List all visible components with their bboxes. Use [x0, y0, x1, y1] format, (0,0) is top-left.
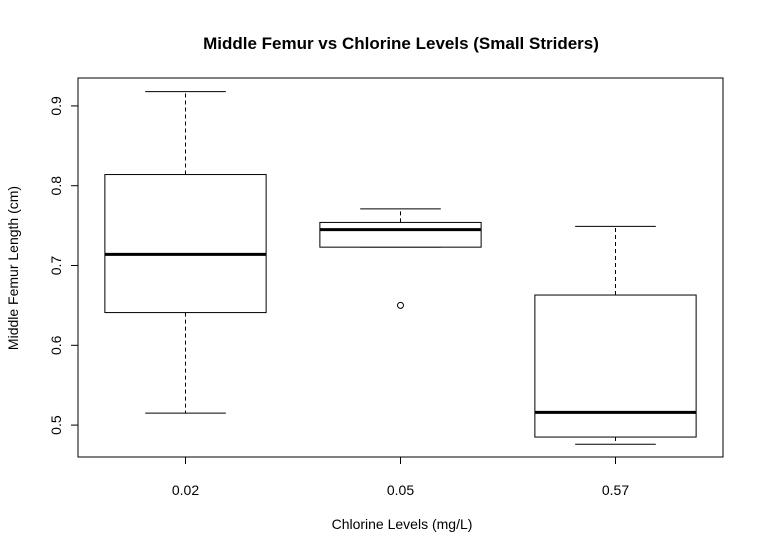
x-axis: 0.02 0.05 0.57 [172, 456, 629, 498]
outlier-point [397, 301, 404, 309]
box-0.05 [319, 208, 482, 309]
box-0.57 [534, 225, 697, 445]
y-tick-label: 0.7 [48, 256, 64, 276]
y-tick-label: 0.5 [48, 415, 64, 435]
y-axis-title: Middle Femur Length (cm) [5, 186, 21, 350]
y-tick-label: 0.8 [48, 176, 64, 196]
x-tick-label: 0.57 [602, 482, 629, 498]
box-0.02 [104, 91, 267, 414]
y-axis: 0.5 0.6 0.7 0.8 0.9 [48, 96, 79, 435]
interquartile-box [319, 221, 482, 248]
interquartile-box [534, 294, 697, 438]
chart-title: Middle Femur vs Chlorine Levels (Small S… [203, 34, 599, 53]
x-tick-label: 0.05 [387, 482, 414, 498]
box-group [104, 91, 697, 445]
x-tick-label: 0.02 [172, 482, 199, 498]
y-tick-label: 0.9 [48, 96, 64, 116]
y-tick-label: 0.6 [48, 335, 64, 355]
interquartile-box [104, 174, 267, 314]
x-axis-title: Chlorine Levels (mg/L) [332, 516, 473, 532]
